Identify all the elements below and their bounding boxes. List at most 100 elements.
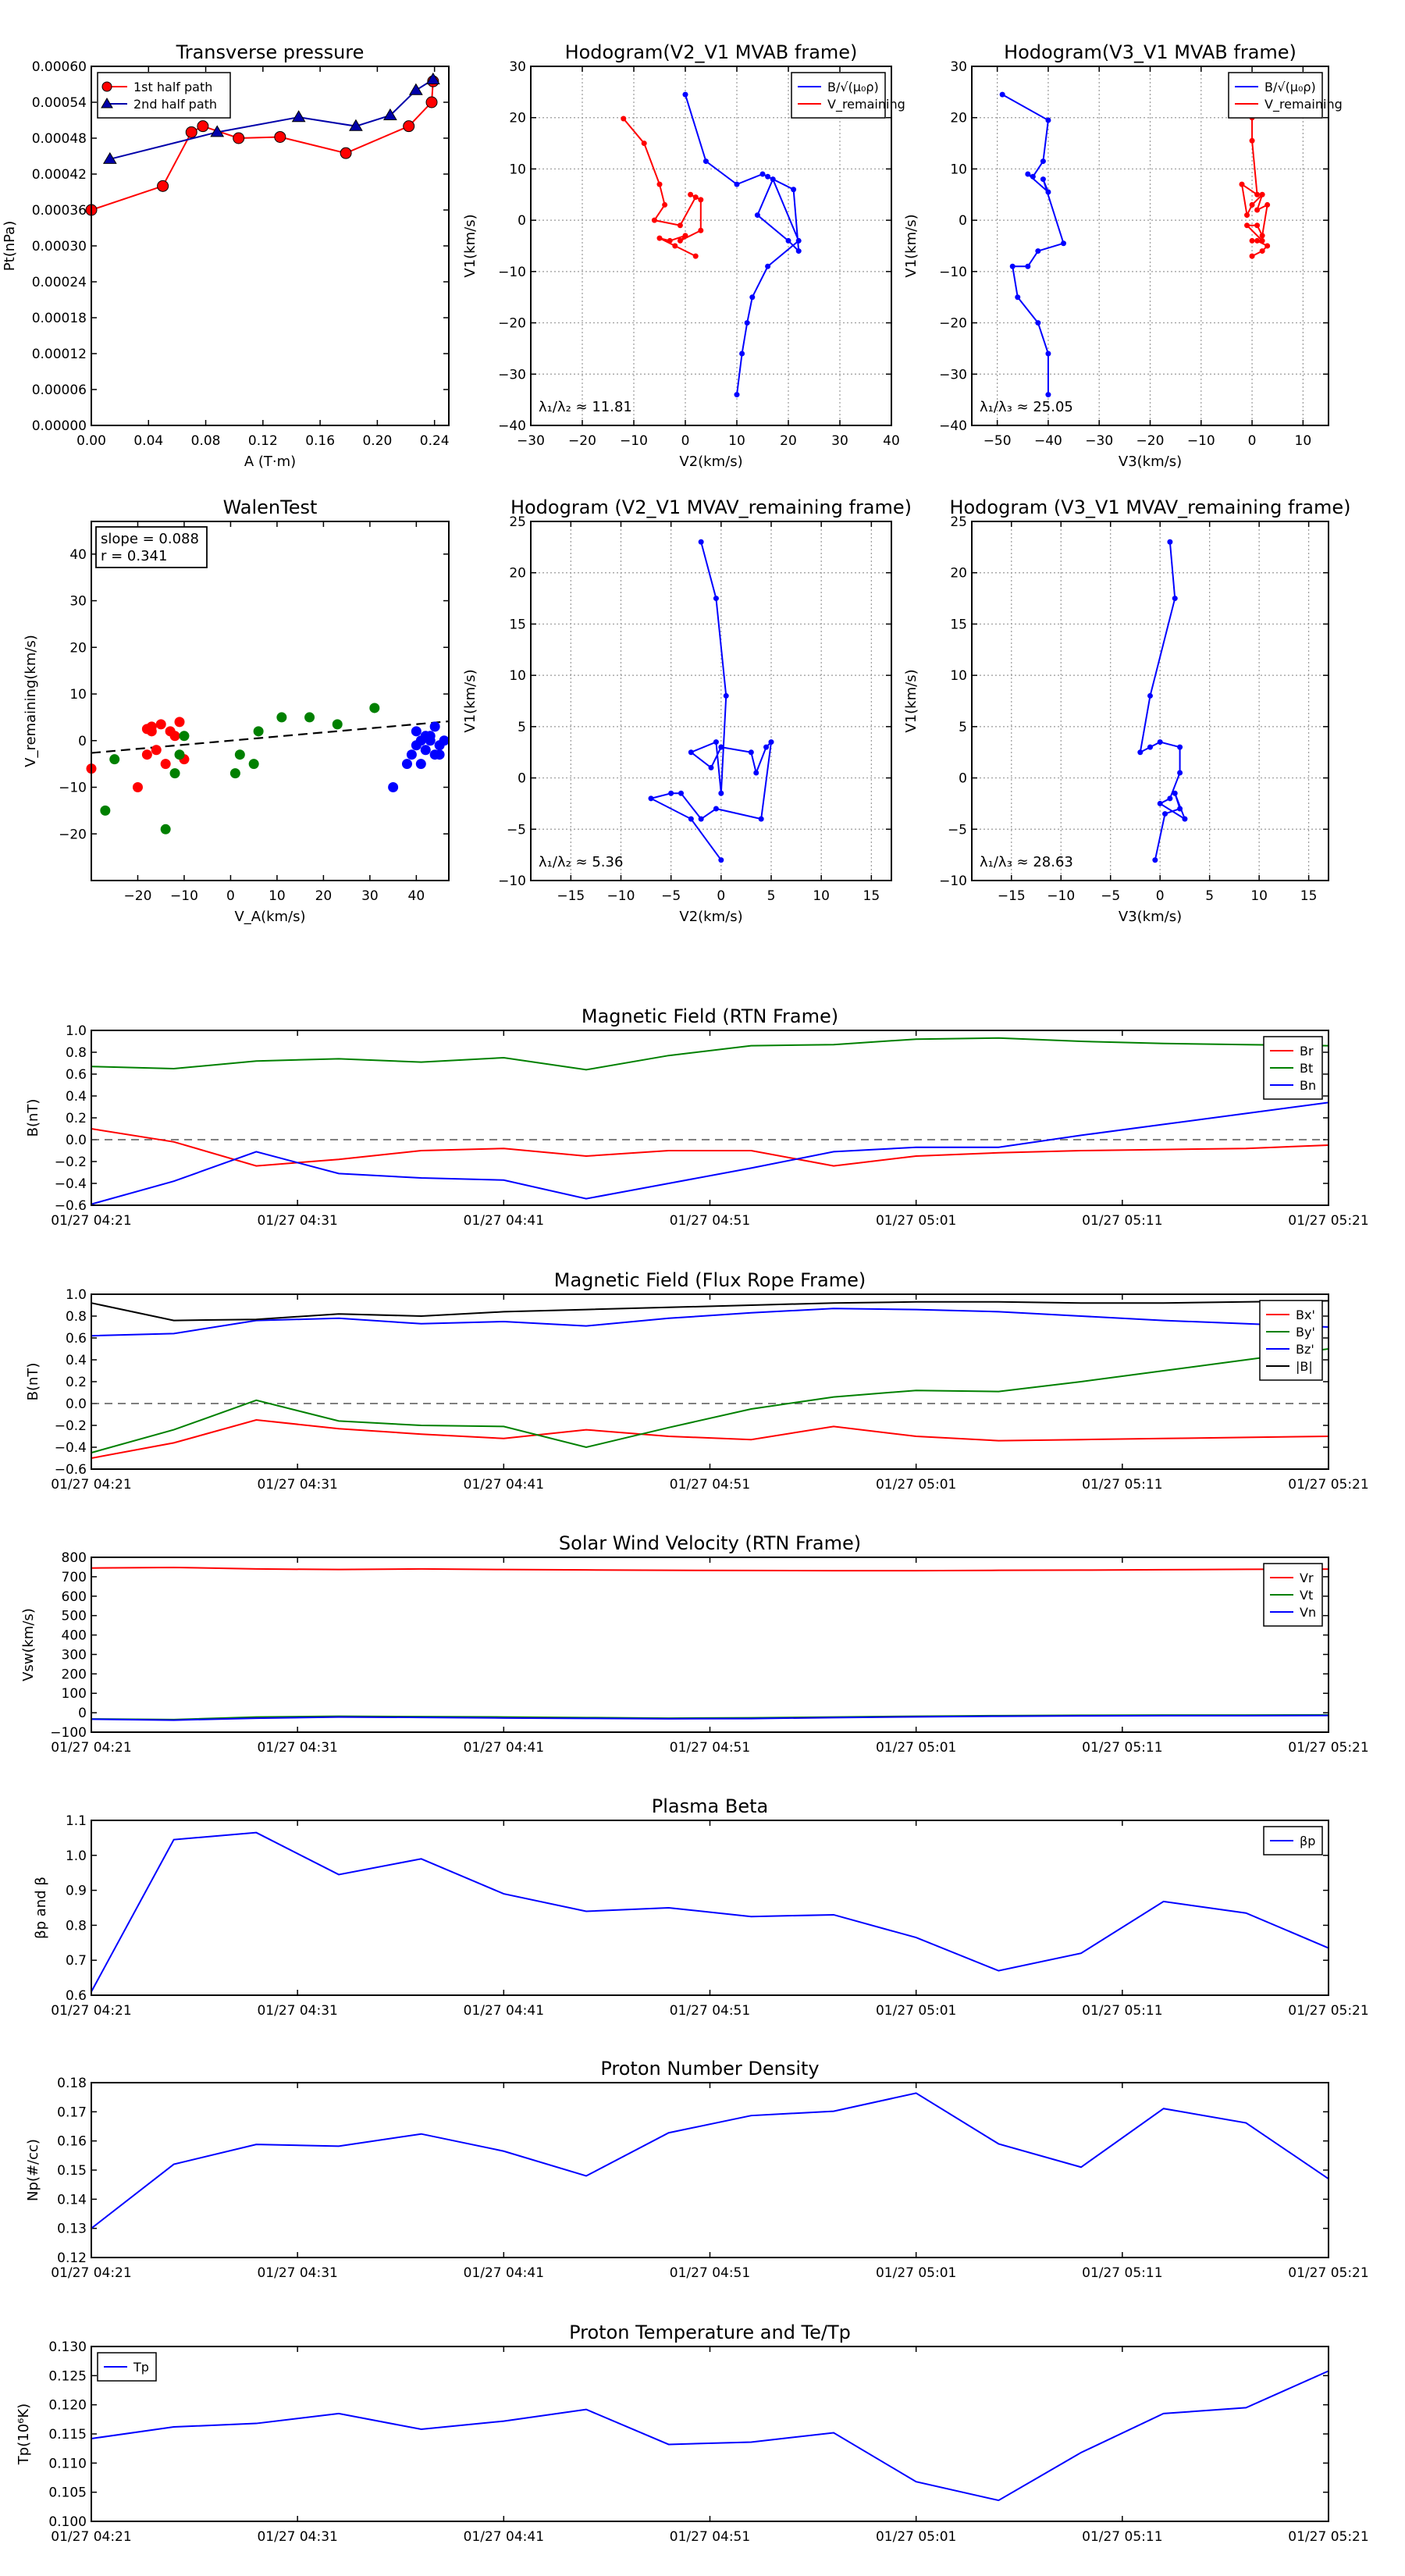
data-point xyxy=(708,764,714,770)
y-tick-label: −0.4 xyxy=(55,1440,87,1456)
x-tick-label: 01/27 04:51 xyxy=(670,1213,750,1229)
y-axis-label: Np(#/cc) xyxy=(25,2139,41,2201)
data-point xyxy=(688,191,694,197)
data-point xyxy=(229,768,240,779)
x-tick-label: −5 xyxy=(1101,888,1120,904)
legend-label: Bx' xyxy=(1296,1308,1315,1322)
chart-pt: 0.000000.000060.000120.000180.000240.000… xyxy=(2,41,450,470)
chart-title: Solar Wind Velocity (RTN Frame) xyxy=(559,1532,861,1554)
data-point xyxy=(765,173,771,180)
y-tick-label: 0.4 xyxy=(66,1089,87,1105)
stats-box xyxy=(95,526,208,568)
chart-title: Hodogram(V2_V1 MVAB frame) xyxy=(565,41,858,63)
y-tick-label: 0.00048 xyxy=(32,131,87,147)
data-point xyxy=(1157,800,1163,806)
annotation: λ₁/λ₂ ≈ 11.81 xyxy=(539,399,632,415)
chart-title: Hodogram(V3_V1 MVAB frame) xyxy=(1004,41,1297,63)
x-axis-label: V3(km/s) xyxy=(1119,909,1182,925)
y-tick-label: 0.17 xyxy=(57,2105,87,2120)
y-tick-label: 0.16 xyxy=(57,2134,87,2150)
x-tick-label: 0.24 xyxy=(420,433,450,449)
x-tick-label: −20 xyxy=(1136,433,1165,449)
data-point xyxy=(749,294,756,301)
x-tick-label: 0.00 xyxy=(76,433,106,449)
x-tick-label: 01/27 05:21 xyxy=(1288,1213,1368,1229)
data-point xyxy=(439,735,450,746)
x-tick-label: 01/27 04:31 xyxy=(257,1213,337,1229)
series-line xyxy=(91,1308,1329,1337)
data-point xyxy=(668,790,674,796)
data-point xyxy=(169,731,180,742)
legend-label: Bn xyxy=(1300,1078,1316,1093)
legend-label: B/√(μ₀ρ) xyxy=(827,80,879,94)
x-tick-label: 01/27 05:01 xyxy=(876,1740,956,1756)
data-point xyxy=(785,237,791,244)
y-tick-label: 0.00012 xyxy=(32,347,87,362)
data-point xyxy=(791,187,797,193)
data-point xyxy=(274,130,286,143)
y-tick-label: −0.2 xyxy=(55,1418,87,1434)
series-line xyxy=(91,1128,1329,1167)
y-tick-label: 0 xyxy=(78,1706,87,1721)
x-tick-label: 01/27 05:01 xyxy=(876,2003,956,2019)
legend-box xyxy=(791,72,886,119)
series-line xyxy=(1139,542,1186,860)
data-point xyxy=(723,692,729,699)
chart-title: Proton Number Density xyxy=(600,2058,819,2080)
x-tick-label: 01/27 05:11 xyxy=(1082,2265,1162,2281)
y-tick-label: 0.6 xyxy=(66,1988,87,2004)
chart-vsw: −100 0 100 200 300 400 500 600 700 800 01/27 04:21… xyxy=(20,1532,1369,1756)
x-tick-label: 01/27 04:21 xyxy=(51,2003,131,2019)
data-point xyxy=(1254,207,1261,213)
y-tick-label: −10 xyxy=(59,781,87,796)
x-tick-label: 5 xyxy=(767,888,776,904)
y-tick-label: 700 xyxy=(62,1570,87,1585)
y-tick-label: 40 xyxy=(69,547,87,563)
legend-box xyxy=(1228,72,1323,119)
x-tick-label: 0 xyxy=(1248,433,1257,449)
axes-frame xyxy=(91,2082,1329,2258)
data-point xyxy=(1249,201,1255,208)
legend-label: V_remaining xyxy=(1264,97,1343,112)
y-tick-label: −20 xyxy=(939,316,967,332)
data-point xyxy=(667,237,673,244)
data-point xyxy=(155,719,166,730)
data-point xyxy=(179,731,190,742)
series-line xyxy=(91,81,434,211)
x-tick-label: −50 xyxy=(984,433,1012,449)
legend-label: B/√(μ₀ρ) xyxy=(1264,80,1316,94)
x-tick-label: 01/27 04:51 xyxy=(670,2529,750,2545)
y-tick-label: −30 xyxy=(498,367,526,382)
y-tick-label: −20 xyxy=(59,827,87,842)
y-tick-label: 10 xyxy=(509,668,526,684)
x-axis-label: V_A(km/s) xyxy=(234,909,305,925)
y-tick-label: −10 xyxy=(939,873,967,889)
x-tick-label: 15 xyxy=(863,888,880,904)
x-tick-label: 01/27 05:11 xyxy=(1082,1213,1162,1229)
data-point xyxy=(692,253,699,259)
data-point xyxy=(420,745,431,756)
x-tick-label: 01/27 05:01 xyxy=(876,2529,956,2545)
data-point xyxy=(713,739,719,745)
series-line xyxy=(91,1831,1329,1992)
legend-label: Vt xyxy=(1300,1588,1313,1603)
y-tick-label: 20 xyxy=(950,566,967,582)
data-point xyxy=(795,248,802,254)
x-tick-label: 0.20 xyxy=(362,433,392,449)
data-point xyxy=(429,721,440,732)
y-tick-label: 1.0 xyxy=(66,1848,87,1864)
data-point xyxy=(688,816,694,822)
chart-bfr: −0.6 −0.4 −0.2 0.0 0.2 0.4 0.6 0.8 1.0 01/27 04:2… xyxy=(25,1269,1369,1493)
chart-np: 0.12 0.13 0.14 0.15 0.16 0.17 0.18 01/27 04:21 0… xyxy=(25,2058,1369,2281)
data-point xyxy=(1009,263,1016,269)
y-tick-label: 0.00000 xyxy=(32,418,87,434)
x-tick-label: 01/27 04:41 xyxy=(464,2529,544,2545)
y-tick-label: 20 xyxy=(69,640,87,656)
chart-tp: 0.100 0.105 0.110 0.115 0.120 0.125 0.130 01/27… xyxy=(16,2322,1369,2545)
data-point xyxy=(425,72,440,84)
y-tick-label: 0.2 xyxy=(66,1375,87,1390)
legend-label: By' xyxy=(1296,1325,1315,1340)
x-tick-label: −20 xyxy=(568,433,596,449)
x-tick-label: 01/27 04:41 xyxy=(464,2003,544,2019)
